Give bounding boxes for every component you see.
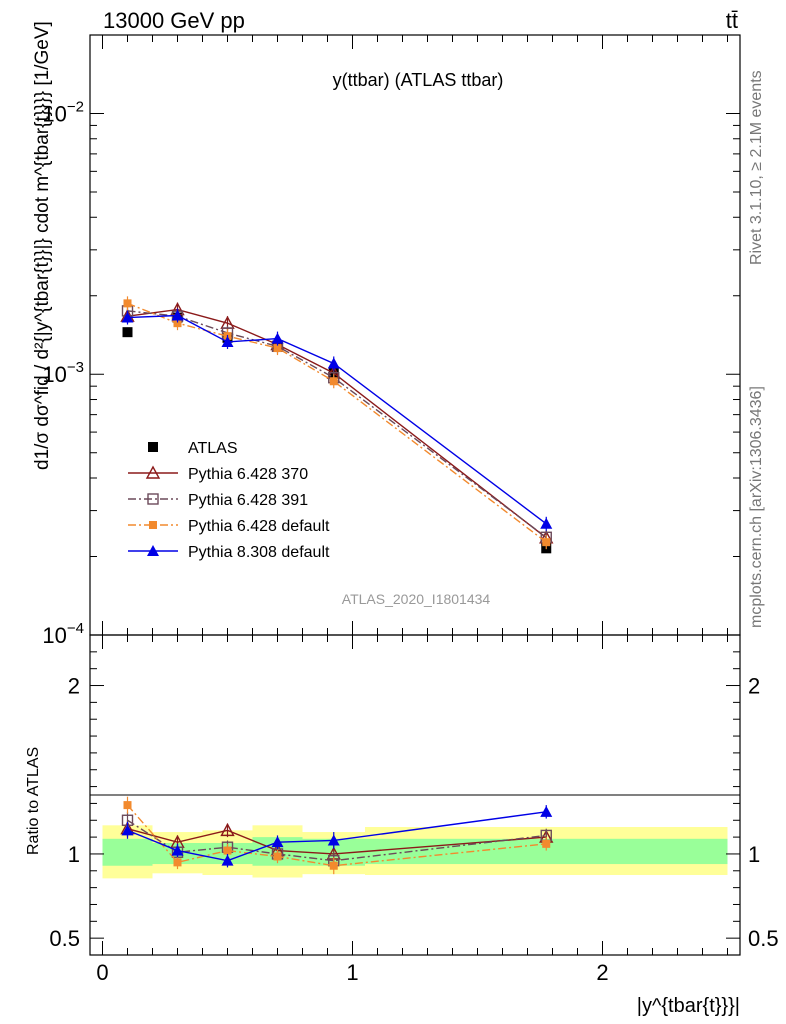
- ratio-uncertainty-bands: [102, 825, 728, 879]
- ratio-point: [271, 836, 284, 848]
- legend-label: Pythia 6.428 default: [188, 518, 330, 535]
- data-point: [540, 517, 553, 529]
- data-point: [173, 319, 182, 328]
- x-tick-label: 1: [346, 960, 358, 985]
- ratio-y-tick-label: 0.5: [49, 926, 80, 951]
- legend-marker: [149, 521, 157, 529]
- data-point: [221, 335, 234, 347]
- legend-label: ATLAS: [188, 440, 238, 457]
- data-point: [121, 311, 134, 323]
- data-point: [327, 357, 340, 369]
- main-axis-ticks: 10−4 10−3 10−2: [42, 34, 740, 648]
- data-point: [271, 332, 284, 344]
- x-axis-label: |y^{tbar{t}}}|: [637, 995, 740, 1017]
- mcplots-label: mcplots.cern.ch [arXiv:1306.3436]: [748, 386, 765, 628]
- ratio-y-axis-label: Ratio to ATLAS: [25, 747, 42, 855]
- series-atlas: [122, 312, 552, 554]
- series-p370: [120, 302, 554, 545]
- rivet-label: Rivet 3.1.10, ≥ 2.1M events: [748, 70, 765, 265]
- chart-title: y(ttbar) (ATLAS ttbar): [333, 70, 504, 90]
- main-y-axis-label: d1/σ dσ^fid / d²{|y^{tbar{t}}|} cdot m^{…: [32, 21, 53, 470]
- series-p8: [121, 308, 553, 531]
- main-series-group: [120, 296, 554, 554]
- ratio-y-tick-label: 2: [68, 674, 80, 699]
- data-point: [329, 377, 338, 386]
- ratio-point: [273, 852, 282, 861]
- ratio-y-tick-label-right: 1: [748, 842, 760, 867]
- legend-marker: [145, 465, 161, 479]
- y-tick-label: 10−2: [42, 98, 84, 126]
- ratio-point: [223, 846, 232, 855]
- series-line: [127, 308, 547, 539]
- energy-label: 13000 GeV pp: [103, 8, 245, 33]
- legend-marker: [148, 442, 158, 452]
- ratio-point: [123, 801, 132, 810]
- legend-marker: [147, 545, 159, 556]
- ratio-y-tick-label-right: 0.5: [748, 926, 779, 951]
- ratio-series-group: [120, 796, 554, 875]
- legend-label: Pythia 6.428 370: [188, 466, 308, 483]
- ratio-series-pdefault6: [123, 796, 551, 875]
- ratio-point: [121, 824, 134, 836]
- x-tick-label: 2: [596, 960, 608, 985]
- series-pdefault6: [123, 296, 551, 550]
- legend: ATLAS Pythia 6.428 370 Pythia 6.428 391 Pyt…: [128, 440, 330, 561]
- legend-label: Pythia 6.428 391: [188, 492, 308, 509]
- ratio-point: [327, 834, 340, 846]
- ratio-axis-ticks: 0.5 0.5 1 1 2 2 0 1 2: [49, 634, 779, 985]
- ratio-y-tick-label-right: 2: [748, 674, 760, 699]
- y-tick-label: 10−3: [42, 359, 84, 387]
- ratio-point: [173, 858, 182, 867]
- ratio-point: [329, 861, 338, 870]
- ratio-series-p8: [121, 805, 553, 868]
- data-point: [122, 327, 133, 338]
- data-point: [542, 538, 551, 547]
- ratio-point: [542, 839, 551, 848]
- process-label: tt̄: [726, 8, 738, 33]
- ratio-series-line: [127, 828, 547, 855]
- ratio-y-tick-label: 1: [68, 842, 80, 867]
- ratio-point: [540, 805, 553, 817]
- legend-marker: [147, 493, 159, 505]
- data-point: [123, 299, 132, 308]
- analysis-watermark: ATLAS_2020_I1801434: [342, 591, 491, 607]
- series-line: [127, 314, 547, 525]
- main-panel: y(ttbar) (ATLAS ttbar) ATLAS_2020_I18014…: [32, 21, 741, 648]
- series-p391: [121, 303, 552, 545]
- series-line: [127, 302, 547, 543]
- x-tick-label: 0: [96, 960, 108, 985]
- band-green: [102, 838, 153, 866]
- ratio-series-line: [127, 811, 547, 862]
- ratio-panel: Ratio to ATLAS 0.5 0.5 1 1 2 2 0 1 2 |y^{tbar{t}…: [25, 634, 779, 1017]
- legend-label: Pythia 8.308 default: [188, 544, 330, 561]
- ratio-point: [171, 844, 184, 856]
- data-point: [171, 309, 184, 321]
- ratio-point: [220, 822, 235, 837]
- ratio-point: [221, 854, 234, 866]
- data-point: [273, 344, 282, 353]
- y-tick-label: 10−4: [42, 620, 84, 648]
